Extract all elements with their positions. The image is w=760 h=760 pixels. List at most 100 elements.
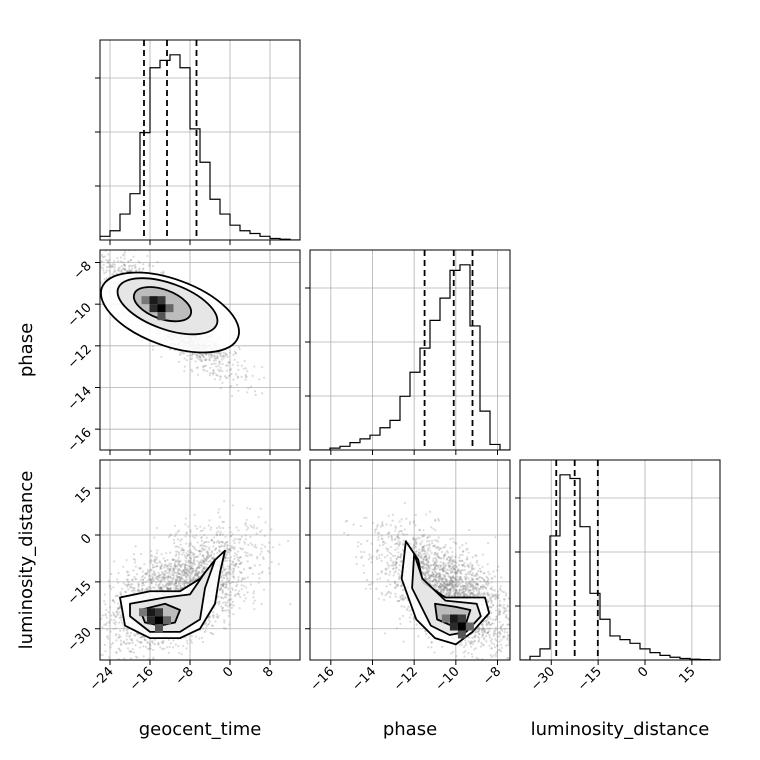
scatter-point — [238, 562, 241, 566]
scatter-point — [180, 538, 183, 541]
scatter-point — [198, 549, 201, 553]
scatter-point — [198, 550, 201, 553]
scatter-point — [246, 551, 249, 554]
scatter-point — [215, 365, 218, 368]
scatter-point — [222, 601, 225, 604]
scatter-point — [220, 596, 223, 599]
scatter-point — [120, 269, 123, 273]
scatter-point — [103, 623, 106, 626]
scatter-point — [175, 571, 178, 575]
scatter-point — [142, 578, 145, 581]
scatter-point — [172, 583, 176, 587]
scatter-point — [137, 582, 140, 585]
scatter-point — [205, 352, 208, 356]
scatter-point — [112, 613, 115, 616]
scatter-point — [191, 570, 194, 573]
scatter-point — [209, 555, 213, 558]
scatter-point — [195, 353, 198, 356]
scatter-point — [195, 555, 198, 558]
scatter-point — [221, 370, 224, 373]
scatter-point — [117, 572, 120, 575]
scatter-point — [152, 570, 156, 573]
scatter-point — [239, 556, 242, 559]
scatter-point — [189, 577, 192, 580]
scatter-point — [177, 556, 180, 559]
scatter-point — [108, 621, 111, 625]
marginal-panel-phase — [305, 249, 511, 455]
scatter-point — [223, 595, 227, 598]
scatter-point — [183, 584, 186, 587]
scatter-point — [115, 650, 118, 654]
scatter-point — [253, 390, 257, 393]
scatter-point — [162, 640, 165, 643]
scatter-point — [205, 353, 208, 356]
scatter-point — [132, 569, 135, 572]
scatter-point — [250, 525, 254, 529]
scatter-point — [201, 529, 204, 532]
scatter-point — [240, 584, 243, 587]
scatter-point — [136, 656, 139, 659]
scatter-point — [200, 569, 203, 572]
scatter-point — [190, 566, 193, 569]
scatter-point — [208, 359, 211, 362]
scatter-point — [175, 580, 178, 583]
scatter-point — [163, 577, 167, 580]
scatter-point — [204, 358, 207, 361]
scatter-point — [184, 523, 187, 526]
scatter-point — [219, 545, 223, 548]
scatter-point — [114, 595, 117, 598]
scatter-point — [180, 547, 183, 550]
scatter-point — [205, 551, 209, 554]
scatter-point — [175, 574, 178, 577]
scatter-point — [184, 564, 187, 567]
scatter-point — [167, 581, 171, 584]
scatter-point — [227, 361, 230, 364]
scatter-point — [191, 578, 195, 581]
scatter-point — [226, 543, 229, 547]
scatter-point — [224, 557, 228, 560]
scatter-point — [160, 576, 163, 579]
scatter-point — [172, 538, 176, 542]
scatter-point — [176, 587, 179, 590]
scatter-point — [183, 571, 187, 575]
scatter-point — [149, 578, 152, 582]
scatter-point — [190, 579, 193, 583]
scatter-point — [165, 570, 168, 573]
scatter-point — [139, 578, 142, 581]
scatter-point — [184, 570, 187, 573]
scatter-point — [200, 636, 204, 639]
scatter-point — [163, 574, 166, 577]
scatter-point — [151, 566, 155, 569]
scatter-point — [162, 270, 165, 273]
scatter-point — [186, 574, 189, 577]
scatter-point — [217, 360, 221, 363]
scatter-point — [185, 568, 189, 571]
scatter-point — [138, 590, 141, 593]
scatter-point — [231, 567, 235, 570]
scatter-point — [196, 353, 199, 357]
scatter-point — [160, 587, 163, 591]
scatter-point — [252, 602, 255, 605]
scatter-point — [206, 623, 209, 626]
scatter-point — [233, 557, 236, 561]
scatter-point — [182, 573, 185, 577]
scatter-point — [266, 550, 270, 553]
scatter-point — [221, 570, 224, 573]
scatter-point — [110, 265, 113, 269]
scatter-point — [178, 560, 181, 563]
scatter-point — [197, 571, 200, 574]
scatter-point — [193, 555, 196, 559]
scatter-point — [212, 372, 215, 376]
scatter-point — [152, 579, 155, 582]
scatter-point — [224, 354, 227, 358]
scatter-point — [169, 533, 173, 536]
scatter-point — [268, 541, 271, 544]
scatter-point — [188, 542, 191, 546]
scatter-point — [200, 359, 203, 362]
scatter-point — [161, 586, 164, 589]
scatter-point — [165, 587, 169, 590]
scatter-point — [189, 541, 192, 544]
scatter-point — [176, 578, 179, 582]
scatter-point — [187, 559, 190, 562]
scatter-point — [107, 637, 110, 640]
